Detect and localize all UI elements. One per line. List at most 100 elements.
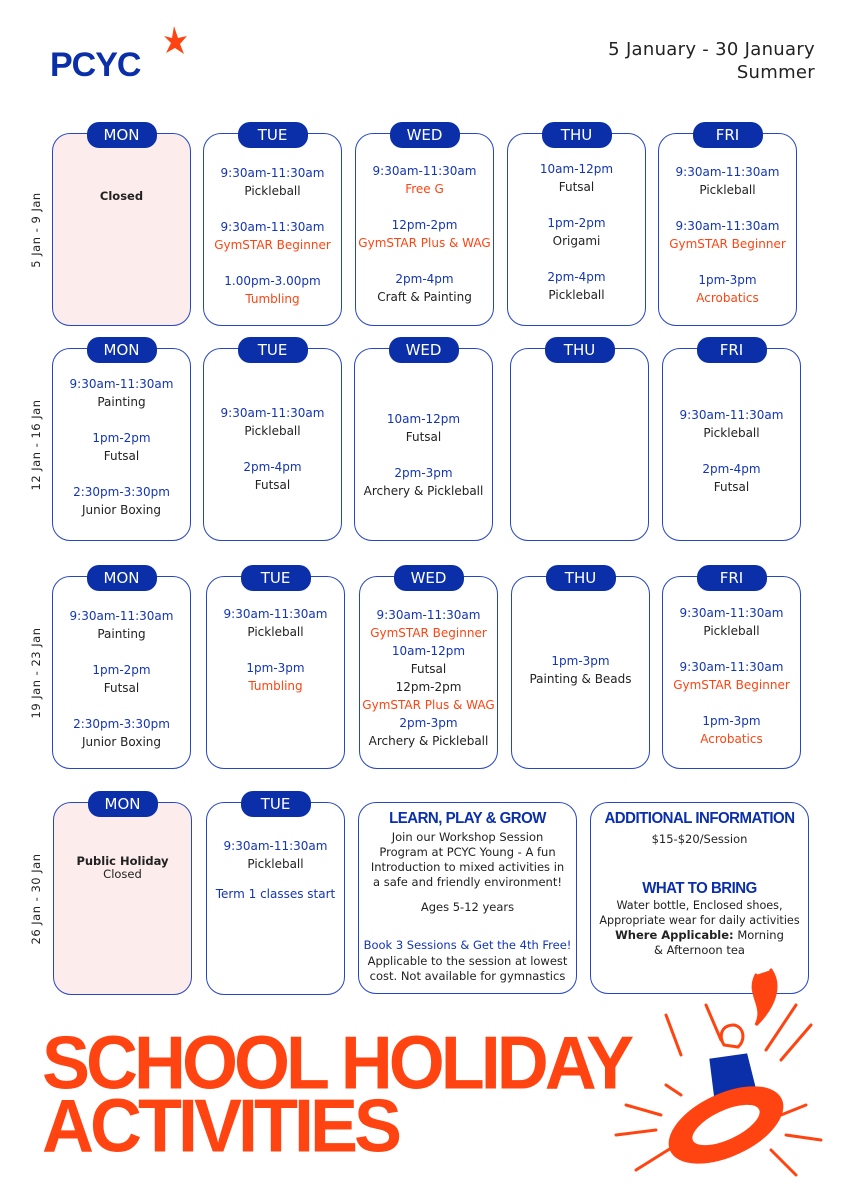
day-tab: MON xyxy=(87,791,158,817)
activity-name: Futsal xyxy=(713,480,750,494)
applicable-text: Morning & Afternoon tea xyxy=(654,928,784,957)
activity-item: 9:30am-11:30am GymSTAR Beginner xyxy=(669,217,786,253)
day-card-thu: THU 1pm-3pm Painting & Beads xyxy=(511,565,650,769)
season: Summer xyxy=(736,62,815,83)
activity-item: 2pm-3pm Archery & Pickleball xyxy=(364,464,484,500)
activity-time: 12pm-2pm xyxy=(395,680,462,694)
activity-name: Pickleball xyxy=(244,424,301,438)
activity-time: 9:30am-11:30am xyxy=(69,609,174,623)
activity-item: 2pm-4pm Pickleball xyxy=(547,268,605,304)
activity-time: 9:30am-11:30am xyxy=(675,165,780,179)
activity-name: Tumbling xyxy=(248,679,303,693)
activity-time: 1pm-3pm xyxy=(698,273,757,287)
day-card-tue: TUE 9:30am-11:30am Pickleball Term 1 classe… xyxy=(206,791,345,995)
activity-item: 12pm-2pm GymSTAR Plus & WAG xyxy=(362,678,494,714)
date-range: 5 January - 30 January xyxy=(608,39,815,60)
activity-item: 10am-12pm Futsal xyxy=(387,410,460,446)
day-card-tue: TUE 9:30am-11:30am Pickleball 2pm-4pm Futsal xyxy=(203,337,342,541)
day-card-fri: FRI 9:30am-11:30am Pickleball 9:30am-11:30a… xyxy=(658,122,797,326)
activity-name: Archery & Pickleball xyxy=(368,734,489,748)
activity-time: 1pm-2pm xyxy=(547,216,606,230)
main-title: SCHOOL HOLIDAY ACTIVITIES xyxy=(42,1021,634,1165)
activity-name: Term 1 classes start xyxy=(215,887,336,901)
day-tab: FRI xyxy=(692,122,763,148)
learn-play-grow-box: LEARN, PLAY & GROW Join our Workshop Ses… xyxy=(358,802,577,994)
activity-name: Pickleball xyxy=(247,857,304,871)
date-header: 5 January - 30 January Summer xyxy=(608,38,815,84)
day-tab: WED xyxy=(388,337,459,363)
activity-item: 1pm-3pm Painting & Beads xyxy=(529,652,631,688)
activity-time: 2:30pm-3:30pm xyxy=(73,717,170,731)
additional-info-box: ADDITIONAL INFORMATION $15-$20/Session W… xyxy=(590,802,809,994)
activity-item: 2pm-4pm Futsal xyxy=(702,460,760,496)
activity-name: Origami xyxy=(552,234,601,248)
day-card-fri: FRI 9:30am-11:30am Pickleball 9:30am-11:30a… xyxy=(662,565,801,769)
activity-item: 2:30pm-3:30pm Junior Boxing xyxy=(73,483,170,519)
activity-name: Pickleball xyxy=(244,184,301,198)
activity-item: 9:30am-11:30am Pickleball xyxy=(221,164,325,200)
activity-item: 1pm-2pm Futsal xyxy=(92,661,150,697)
activity-item: 9:30am-11:30am Pickleball xyxy=(224,837,328,873)
activity-item: 2pm-4pm Craft & Painting xyxy=(377,270,472,306)
week-label: 5 Jan - 9 Jan xyxy=(29,192,43,268)
activity-name: Pickleball xyxy=(247,625,304,639)
activity-item: 1pm-2pm Origami xyxy=(547,214,605,250)
activity-item: 9:30am-11:30am Pickleball xyxy=(221,404,325,440)
activity-time: 9:30am-11:30am xyxy=(376,608,481,622)
activity-item: 1pm-3pm Acrobatics xyxy=(696,271,758,307)
activity-item: 1pm-3pm Tumbling xyxy=(246,659,304,695)
day-tab: THU xyxy=(544,337,615,363)
day-card-wed: WED 9:30am-11:30am Free G 12pm-2pm GymSTAR P… xyxy=(355,122,494,326)
activity-time: 2pm-4pm xyxy=(547,270,606,284)
svg-text:PCYC: PCYC xyxy=(50,46,141,82)
pcyc-logo: PCYC xyxy=(50,26,190,86)
activity-time: 1pm-2pm xyxy=(92,663,151,677)
activity-item: 2pm-3pm Archery & Pickleball xyxy=(369,714,489,750)
closed-note: Closed xyxy=(99,189,144,203)
activity-name: Pickleball xyxy=(548,288,605,302)
day-card-wed: WED 9:30am-11:30am GymSTAR Beginner 10am-12… xyxy=(359,565,498,769)
bring-list: Water bottle, Enclosed shoes, Appropriat… xyxy=(599,899,800,927)
activity-name: Painting xyxy=(97,627,146,641)
activity-name: Free G xyxy=(405,182,444,196)
activity-name: Futsal xyxy=(103,449,140,463)
activity-item: 2:30pm-3:30pm Junior Boxing xyxy=(73,715,170,751)
day-tab: MON xyxy=(86,337,157,363)
activity-name: Painting & Beads xyxy=(529,672,632,686)
activity-name: Junior Boxing xyxy=(81,503,162,517)
activity-time: 1.00pm-3.00pm xyxy=(224,274,321,288)
activity-item: 12pm-2pm GymSTAR Plus & WAG xyxy=(358,216,490,252)
day-card-mon: MON 9:30am-11:30am Painting 1pm-2pm Futsal 2:… xyxy=(52,337,191,541)
activity-name: GymSTAR Plus & WAG xyxy=(362,698,495,712)
day-tab: THU xyxy=(545,565,616,591)
closed-note: Public Holiday xyxy=(76,854,169,868)
day-tab: THU xyxy=(541,122,612,148)
activity-name: Craft & Painting xyxy=(377,290,472,304)
title-line-1: SCHOOL HOLIDAY xyxy=(42,1021,634,1106)
day-tab: MON xyxy=(86,565,157,591)
day-card-mon: MON 9:30am-11:30am Painting 1pm-2pm Futsal 2:… xyxy=(52,565,191,769)
activity-item: 10am-12pm Futsal xyxy=(392,642,465,678)
activity-time: 9:30am-11:30am xyxy=(220,406,325,420)
bring-title: WHAT TO BRING xyxy=(642,879,757,898)
day-tab: TUE xyxy=(240,565,311,591)
activity-name: Futsal xyxy=(410,662,447,676)
day-card-thu: THU xyxy=(510,337,649,541)
activity-item: 9:30am-11:30am Painting xyxy=(70,375,174,411)
activity-time: 9:30am-11:30am xyxy=(679,606,784,620)
activity-item: 9:30am-11:30am Pickleball xyxy=(224,605,328,641)
activity-time: 10am-12pm xyxy=(386,412,461,426)
learn-title: LEARN, PLAY & GROW xyxy=(389,809,546,828)
activity-time: 1pm-3pm xyxy=(702,714,761,728)
activity-name: Futsal xyxy=(103,681,140,695)
learn-body: Join our Workshop Session Program at PCY… xyxy=(370,830,565,889)
activity-name: Painting xyxy=(97,395,146,409)
activity-time: 10am-12pm xyxy=(539,162,614,176)
activity-item: 9:30am-11:30am GymSTAR Beginner xyxy=(214,218,331,254)
activity-item: 1.00pm-3.00pm Tumbling xyxy=(224,272,320,308)
learn-offer: Book 3 Sessions & Get the 4th Free! xyxy=(363,938,572,952)
day-tab: FRI xyxy=(696,565,767,591)
activity-name: Pickleball xyxy=(703,624,760,638)
day-card-tue: TUE 9:30am-11:30am Pickleball 9:30am-11:30a… xyxy=(203,122,342,326)
